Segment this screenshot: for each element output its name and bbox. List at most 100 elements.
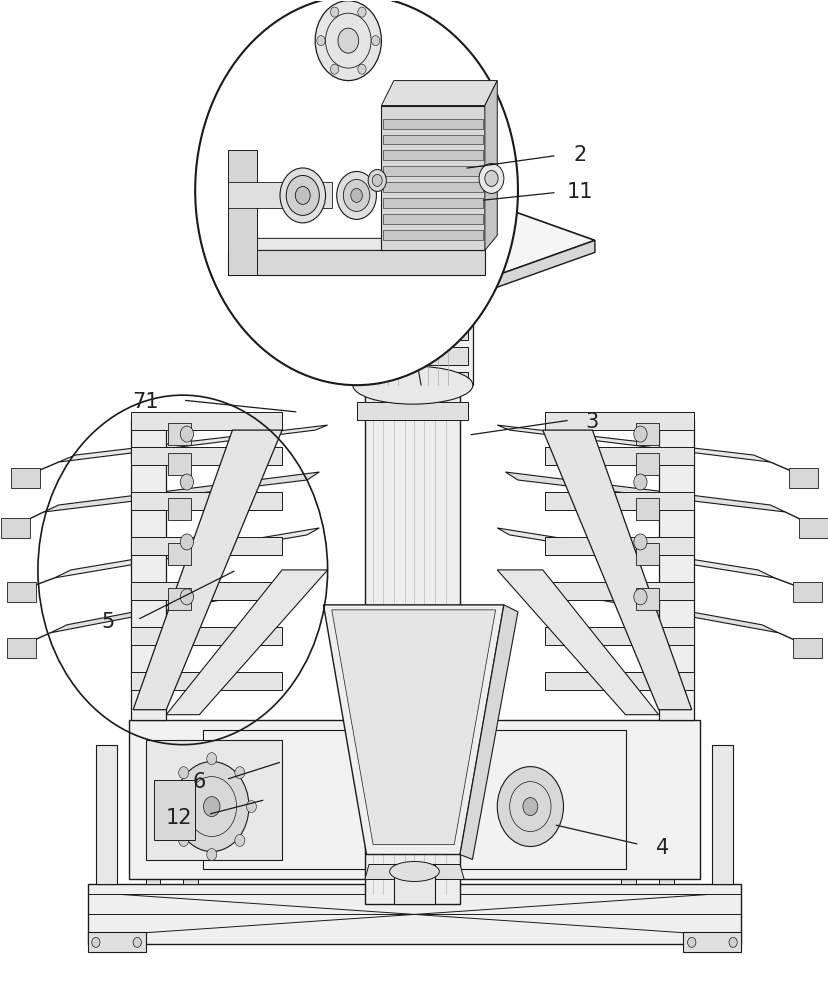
- Polygon shape: [132, 672, 282, 690]
- Text: 6: 6: [192, 772, 206, 792]
- Polygon shape: [711, 745, 732, 884]
- Polygon shape: [88, 884, 740, 944]
- Text: 3: 3: [585, 412, 599, 432]
- Circle shape: [330, 64, 339, 74]
- Polygon shape: [356, 402, 468, 420]
- Polygon shape: [166, 570, 327, 715]
- Polygon shape: [393, 864, 435, 904]
- Circle shape: [330, 7, 339, 17]
- Polygon shape: [228, 182, 331, 208]
- Circle shape: [234, 767, 244, 779]
- Circle shape: [92, 937, 100, 947]
- Polygon shape: [44, 472, 319, 512]
- Circle shape: [180, 534, 193, 550]
- Polygon shape: [636, 498, 659, 520]
- Ellipse shape: [338, 28, 359, 53]
- Polygon shape: [545, 672, 693, 690]
- Circle shape: [633, 534, 647, 550]
- Text: 12: 12: [165, 808, 191, 828]
- Polygon shape: [228, 150, 257, 275]
- Ellipse shape: [372, 174, 382, 186]
- Polygon shape: [167, 543, 190, 565]
- Polygon shape: [545, 537, 693, 555]
- Polygon shape: [545, 447, 693, 465]
- Circle shape: [633, 426, 647, 442]
- Ellipse shape: [343, 179, 369, 211]
- Circle shape: [206, 753, 216, 765]
- Circle shape: [633, 589, 647, 605]
- Polygon shape: [55, 528, 319, 578]
- Polygon shape: [132, 420, 166, 720]
- Text: 4: 4: [656, 838, 668, 858]
- Circle shape: [133, 937, 142, 947]
- Polygon shape: [11, 468, 40, 488]
- Polygon shape: [356, 372, 468, 390]
- Polygon shape: [497, 425, 769, 462]
- Polygon shape: [132, 627, 282, 645]
- Polygon shape: [51, 578, 310, 633]
- Ellipse shape: [367, 285, 458, 315]
- Polygon shape: [132, 412, 282, 430]
- Polygon shape: [497, 528, 773, 578]
- Polygon shape: [505, 578, 777, 633]
- Text: 71: 71: [132, 392, 159, 412]
- Ellipse shape: [351, 299, 474, 341]
- Polygon shape: [505, 472, 784, 512]
- Circle shape: [203, 797, 219, 817]
- Polygon shape: [228, 250, 484, 275]
- Polygon shape: [383, 166, 483, 176]
- Ellipse shape: [353, 236, 472, 274]
- Polygon shape: [636, 453, 659, 475]
- Polygon shape: [7, 582, 36, 602]
- Polygon shape: [545, 492, 693, 510]
- Circle shape: [522, 798, 537, 816]
- Polygon shape: [228, 238, 484, 250]
- Polygon shape: [383, 230, 483, 240]
- Polygon shape: [545, 412, 693, 430]
- Polygon shape: [497, 570, 658, 715]
- Polygon shape: [788, 468, 817, 488]
- Polygon shape: [167, 498, 190, 520]
- Polygon shape: [682, 932, 740, 952]
- Ellipse shape: [379, 289, 445, 311]
- Text: 5: 5: [102, 612, 115, 632]
- Polygon shape: [792, 638, 821, 658]
- Polygon shape: [636, 423, 659, 445]
- Polygon shape: [129, 720, 699, 879]
- Polygon shape: [230, 175, 595, 305]
- Polygon shape: [331, 610, 495, 845]
- Circle shape: [179, 767, 189, 779]
- Circle shape: [234, 834, 244, 846]
- Circle shape: [371, 36, 379, 46]
- Ellipse shape: [368, 169, 386, 191]
- Polygon shape: [636, 588, 659, 610]
- Polygon shape: [412, 240, 595, 317]
- Polygon shape: [167, 423, 190, 445]
- Polygon shape: [359, 288, 466, 300]
- Polygon shape: [132, 447, 282, 465]
- Circle shape: [180, 426, 193, 442]
- Polygon shape: [798, 518, 827, 538]
- Polygon shape: [353, 255, 472, 385]
- Circle shape: [180, 474, 193, 490]
- Ellipse shape: [484, 170, 498, 186]
- Polygon shape: [352, 268, 474, 320]
- Polygon shape: [132, 537, 282, 555]
- Circle shape: [633, 474, 647, 490]
- Circle shape: [206, 849, 216, 860]
- Polygon shape: [356, 347, 468, 365]
- Polygon shape: [230, 240, 412, 317]
- Polygon shape: [96, 745, 117, 884]
- Circle shape: [179, 834, 189, 846]
- Circle shape: [728, 937, 736, 947]
- Polygon shape: [88, 932, 146, 952]
- Polygon shape: [658, 725, 672, 884]
- Circle shape: [174, 762, 248, 852]
- Polygon shape: [167, 588, 190, 610]
- Polygon shape: [359, 298, 466, 310]
- Polygon shape: [356, 297, 468, 315]
- Polygon shape: [364, 864, 464, 879]
- Polygon shape: [323, 605, 503, 855]
- Polygon shape: [545, 627, 693, 645]
- Polygon shape: [636, 543, 659, 565]
